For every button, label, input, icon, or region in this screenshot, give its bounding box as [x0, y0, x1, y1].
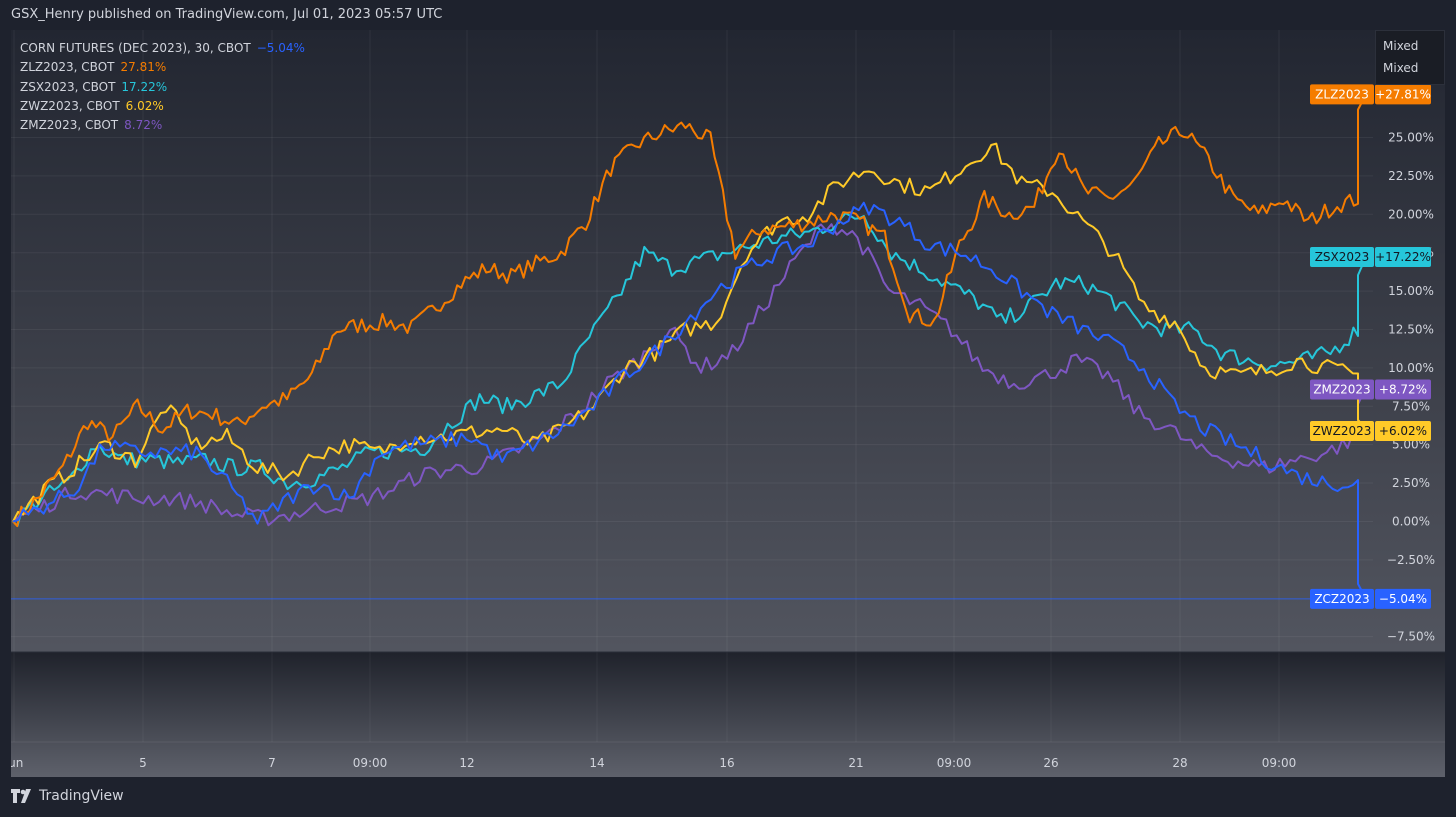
y-tick-label: −7.50% [1387, 630, 1435, 644]
y-tick-label: 12.50% [1388, 322, 1434, 336]
y-tick-label: 5.00% [1392, 438, 1430, 452]
series-tag-name: ZLZ2023 [1315, 87, 1369, 101]
series-line-zcz2023 [12, 201, 1367, 600]
series-tag-zlz2023[interactable]: ZLZ2023 +27.81% [1310, 84, 1431, 105]
tradingview-logo-icon [11, 789, 35, 803]
series-tag-name: ZSX2023 [1315, 250, 1370, 264]
legend-label: ZMZ2023, CBOT [20, 118, 119, 133]
legend-value: 27.81% [120, 60, 167, 75]
legend-label: CORN FUTURES (DEC 2023), 30, CBOT [20, 41, 251, 55]
scale-mode-label[interactable]: Mixed [1383, 39, 1419, 53]
chart-frame[interactable]: 25.00%22.50%20.00%17.50%15.00%12.50%10.0… [11, 30, 1445, 777]
legend-label: ZLZ2023, CBOT [20, 60, 115, 75]
x-tick-label: 21 [848, 756, 863, 770]
footer: TradingView [11, 788, 124, 804]
x-tick-label: 14 [589, 756, 604, 770]
chart-svg[interactable]: 25.00%22.50%20.00%17.50%15.00%12.50%10.0… [11, 30, 1445, 777]
legend-row[interactable]: ZSX2023, CBOT 17.22% [20, 78, 305, 97]
series-tag-value: +17.22% [1375, 250, 1431, 264]
tradingview-brand: TradingView [39, 788, 124, 804]
y-tick-label: 22.50% [1388, 169, 1434, 183]
y-tick-label: 15.00% [1388, 284, 1434, 298]
legend-value: 17.22% [121, 79, 168, 94]
x-tick-label: 28 [1172, 756, 1187, 770]
y-tick-label: 7.50% [1392, 399, 1430, 413]
x-tick-label: 26 [1043, 756, 1058, 770]
series-tag-name: ZCZ2023 [1314, 592, 1369, 606]
x-tick-label: 09:00 [937, 756, 972, 770]
series-tag-bg [1310, 379, 1374, 400]
legend: CORN FUTURES (DEC 2023), 30, CBOT −5.04% Z… [20, 39, 305, 135]
y-tick-label: 2.50% [1392, 476, 1430, 490]
legend-value: −5.04% [256, 41, 305, 55]
scale-mode-label[interactable]: Mixed [1383, 61, 1419, 75]
series-tag-value: −5.04% [1379, 592, 1427, 606]
series-tag-bg [1310, 421, 1374, 442]
series-tag-zsx2023[interactable]: ZSX2023 +17.22% [1310, 246, 1431, 267]
x-tick-label: 09:00 [353, 756, 388, 770]
x-tick-label: 5 [139, 756, 147, 770]
legend-row[interactable]: ZMZ2023, CBOT 8.72% [20, 116, 305, 135]
series-tag-bg [1375, 588, 1431, 609]
lower-pane [11, 652, 1445, 777]
y-tick-label: 0.00% [1392, 514, 1430, 528]
series-tag-zwz2023[interactable]: ZWZ2023 +6.02% [1310, 421, 1431, 442]
series-tag-zmz2023[interactable]: ZMZ2023 +8.72% [1310, 379, 1431, 400]
y-tick-label: −2.50% [1387, 553, 1435, 567]
x-tick-label: 12 [459, 756, 474, 770]
series-tag-value: +27.81% [1375, 87, 1431, 101]
legend-value: 6.02% [125, 98, 164, 113]
series-line-zwz2023 [12, 142, 1367, 522]
series-tag-value: +6.02% [1379, 424, 1427, 438]
series-tag-bg [1375, 246, 1431, 267]
series-tag-value: +8.72% [1379, 383, 1427, 397]
series-tag-name: ZWZ2023 [1313, 424, 1372, 438]
legend-label: ZWZ2023, CBOT [20, 98, 120, 113]
legend-row[interactable]: CORN FUTURES (DEC 2023), 30, CBOT −5.04% [20, 39, 305, 58]
scale-mode-box[interactable]: Mixed Mixed [1375, 30, 1445, 85]
series-line-zsx2023 [12, 212, 1367, 527]
series-tag-bg [1310, 84, 1374, 105]
series-tag-bg [1310, 246, 1374, 267]
legend-value: 8.72% [124, 118, 163, 133]
series-line-zmz2023 [12, 223, 1367, 527]
x-tick-label: Jun [11, 756, 23, 770]
legend-row[interactable]: ZLZ2023, CBOT 27.81% [20, 58, 305, 77]
series-tag-bg [1375, 421, 1431, 442]
x-tick-label: 09:00 [1262, 756, 1297, 770]
y-tick-label: 20.00% [1388, 207, 1434, 221]
y-tick-label: 10.00% [1388, 361, 1434, 375]
series-tag-bg [1375, 379, 1431, 400]
publish-header: GSX_Henry published on TradingView.com, … [11, 7, 443, 22]
series-tag-zcz2023[interactable]: ZCZ2023 −5.04% [1310, 588, 1431, 609]
y-tick-label: 25.00% [1388, 131, 1434, 145]
x-tick-label: 16 [719, 756, 734, 770]
series-line-zlz2023 [12, 93, 1367, 528]
legend-label: ZSX2023, CBOT [20, 79, 116, 94]
x-tick-label: 7 [268, 756, 276, 770]
legend-row[interactable]: ZWZ2023, CBOT 6.02% [20, 97, 305, 116]
series-tag-bg [1310, 588, 1374, 609]
series-tag-bg [1375, 84, 1431, 105]
series-tag-name: ZMZ2023 [1313, 383, 1370, 397]
